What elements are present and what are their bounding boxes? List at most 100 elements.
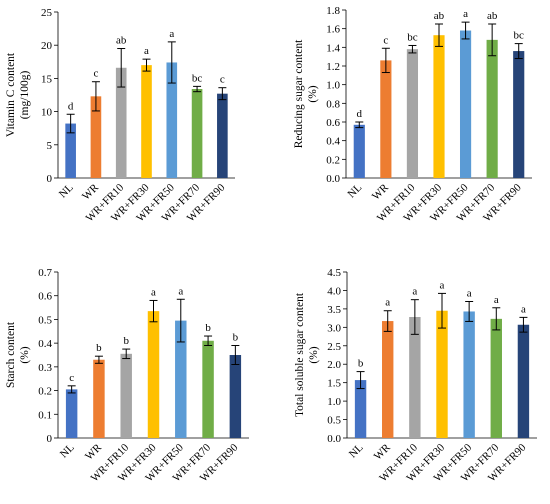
bar-wr-fr10 — [120, 353, 132, 438]
significance-letter: b — [205, 322, 211, 334]
y-axis-title: Starch content — [5, 321, 17, 388]
y-tick-label: 1.8 — [326, 5, 340, 17]
y-tick-label: 0.4 — [326, 136, 340, 148]
significance-letter: ab — [487, 10, 498, 22]
chart-panel-2: 0.0 0.2 0.4 0.6 0.8 1.0 1.2 1.4 1.6 1.8 Reducing s… — [293, 5, 532, 224]
y-axis-title: Reducing sugar content — [293, 39, 305, 148]
y-tick-label: 15 — [41, 73, 53, 85]
y-tick-label: 1.4 — [326, 42, 340, 54]
significance-letter: ab — [434, 10, 445, 22]
y-tick-label: 0.6 — [326, 117, 340, 129]
chart-panel-3: 0 0.1 0.2 0.3 0.4 0.5 0.6 0.7 Starch content (%) c… — [5, 267, 249, 484]
y-tick-label: 0.8 — [326, 98, 340, 110]
y-tick-label: 0.2 — [38, 386, 52, 398]
y-tick-label: 0.4 — [38, 338, 52, 350]
y-tick-label: 0 — [47, 433, 53, 445]
y-tick-label: 0.7 — [38, 267, 52, 279]
significance-letter: ab — [116, 35, 127, 47]
y-tick-label: 4.0 — [327, 285, 341, 297]
bar-wr-fr70 — [486, 39, 498, 178]
y-tick-label: 3.0 — [327, 322, 341, 334]
bar-wr-fr50 — [175, 320, 187, 438]
y-tick-label: 4.5 — [327, 267, 341, 279]
y-axis-title: Total soluble sugar content — [294, 292, 306, 417]
y-axis-title: (mg/100g) — [19, 71, 31, 120]
significance-letter: a — [151, 286, 156, 298]
x-tick-label: NL — [346, 181, 365, 200]
bar-nl — [65, 123, 76, 178]
significance-letter: c — [93, 68, 98, 80]
significance-letter: a — [521, 303, 526, 315]
y-tick-label: 1.6 — [326, 24, 340, 36]
y-axis-title: (%) — [19, 346, 31, 363]
y-tick-label: 10 — [41, 107, 53, 119]
y-tick-label: 3.5 — [327, 304, 341, 316]
y-tick-label: 0.0 — [327, 433, 341, 445]
bar-wr-fr70 — [191, 89, 203, 178]
y-tick-label: 1.0 — [327, 396, 341, 408]
significance-letter: d — [357, 108, 363, 120]
bar-wr — [90, 96, 102, 178]
y-tick-label: 20 — [41, 40, 53, 52]
bar-wr-fr90 — [217, 93, 228, 178]
y-tick-label: 1.2 — [326, 61, 340, 73]
bar-wr-fr50 — [459, 30, 472, 179]
y-tick-label: 2.0 — [327, 359, 341, 371]
y-axis-title: (%) — [307, 85, 319, 102]
bar-wr-fr50 — [166, 62, 178, 178]
y-tick-label: 0.2 — [326, 154, 340, 166]
y-tick-label: 0.5 — [38, 314, 52, 326]
y-tick-label: 0.0 — [326, 173, 340, 185]
chart-panel-4: 0.0 0.5 1.0 1.5 2.0 2.5 3.0 3.5 4.0 4.5 Total solu… — [294, 267, 537, 484]
bar-wr-fr10 — [406, 49, 419, 179]
x-tick-label: NL — [57, 181, 76, 200]
significance-letter: a — [169, 28, 174, 40]
bar-wr-fr90 — [513, 51, 525, 178]
significance-letter: a — [385, 297, 390, 309]
y-tick-label: 25 — [41, 7, 53, 19]
y-tick-label: 2.5 — [327, 341, 341, 353]
y-tick-label: 1.0 — [326, 80, 340, 92]
x-tick-label: WR — [83, 441, 104, 462]
significance-letter: a — [467, 288, 472, 300]
bar-wr-fr30 — [141, 65, 152, 178]
chart-panel-1: 0 5 10 15 20 25 Vitamin C content (mg/100g) d NL c… — [5, 7, 235, 224]
y-axis-title: (%) — [308, 346, 320, 363]
bar-nl — [65, 389, 78, 438]
bar-nl — [353, 124, 365, 178]
bar-nl — [354, 380, 367, 438]
y-tick-label: 0.3 — [38, 362, 52, 374]
y-tick-label: 0.5 — [327, 415, 341, 427]
bar-wr-fr70 — [490, 318, 502, 438]
bar-wr — [382, 321, 394, 438]
y-tick-label: 0.6 — [38, 291, 52, 303]
bar-wr-fr30 — [433, 35, 445, 179]
x-tick-label: WR — [80, 181, 101, 202]
bar-wr — [93, 359, 105, 438]
bar-wr-fr50 — [463, 311, 475, 438]
significance-letter: bc — [514, 30, 525, 42]
bar-wr-fr10 — [409, 317, 421, 438]
y-tick-label: 0 — [47, 173, 53, 185]
bar-wr — [380, 60, 392, 178]
y-axis-title: Vitamin C content — [5, 52, 17, 137]
x-tick-label: WR — [372, 441, 393, 462]
significance-letter: a — [440, 279, 445, 291]
significance-letter: a — [178, 285, 183, 297]
significance-letter: b — [123, 335, 129, 347]
bar-wr-fr30 — [436, 310, 448, 438]
bar-wr-fr30 — [147, 311, 160, 438]
significance-letter: a — [463, 8, 468, 20]
bar-wr-fr10 — [115, 67, 127, 178]
significance-letter: b — [233, 332, 239, 344]
significance-letter: bc — [192, 72, 203, 84]
y-tick-label: 1.5 — [327, 378, 341, 390]
significance-letter: b — [358, 358, 364, 370]
bar-wr-fr90 — [517, 324, 530, 438]
significance-letter: a — [412, 286, 417, 298]
significance-letter: c — [69, 372, 74, 384]
significance-letter: b — [96, 342, 102, 354]
significance-letter: a — [144, 45, 149, 57]
